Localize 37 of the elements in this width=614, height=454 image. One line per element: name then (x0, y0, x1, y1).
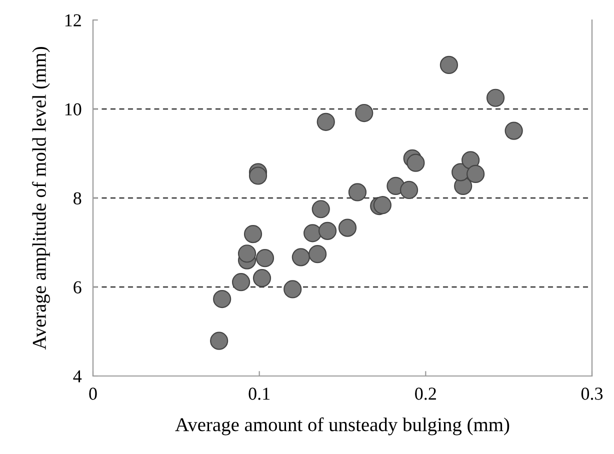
point (400, 180, 418, 200)
point (406, 154, 425, 172)
point (232, 273, 250, 292)
point (486, 88, 505, 107)
point (256, 249, 274, 268)
point (252, 269, 272, 288)
x-tick-label: 0.1 (248, 388, 270, 400)
point (373, 196, 392, 214)
point (304, 224, 322, 242)
point (312, 200, 330, 218)
x-tick-label: 0 (89, 388, 97, 400)
point (504, 122, 523, 140)
point (355, 104, 374, 122)
point (292, 248, 310, 266)
point (238, 244, 256, 263)
y-tick-label: 6 (74, 281, 82, 294)
point (316, 112, 335, 131)
y-axis-title: Average amplitude of mold level (mm) (32, 47, 50, 350)
x-axis-title: Average amount of unsteady bulging (mm) (175, 417, 510, 436)
y-tick-label: 8 (74, 192, 82, 204)
point (348, 183, 367, 202)
point (338, 218, 357, 237)
y-tick-label: 4 (73, 370, 82, 382)
point (462, 151, 480, 170)
point (308, 245, 327, 264)
point (244, 224, 262, 244)
point (440, 56, 458, 74)
point (248, 166, 268, 185)
x-tick-label: 0.2 (415, 388, 436, 400)
point (318, 222, 337, 240)
y-tick-label: 12 (65, 14, 81, 26)
point (210, 332, 228, 350)
point (213, 290, 232, 308)
x-tick-label: 0.3 (581, 388, 603, 400)
y-tick-label: 10 (65, 103, 82, 116)
point (284, 280, 302, 298)
point (466, 164, 485, 184)
